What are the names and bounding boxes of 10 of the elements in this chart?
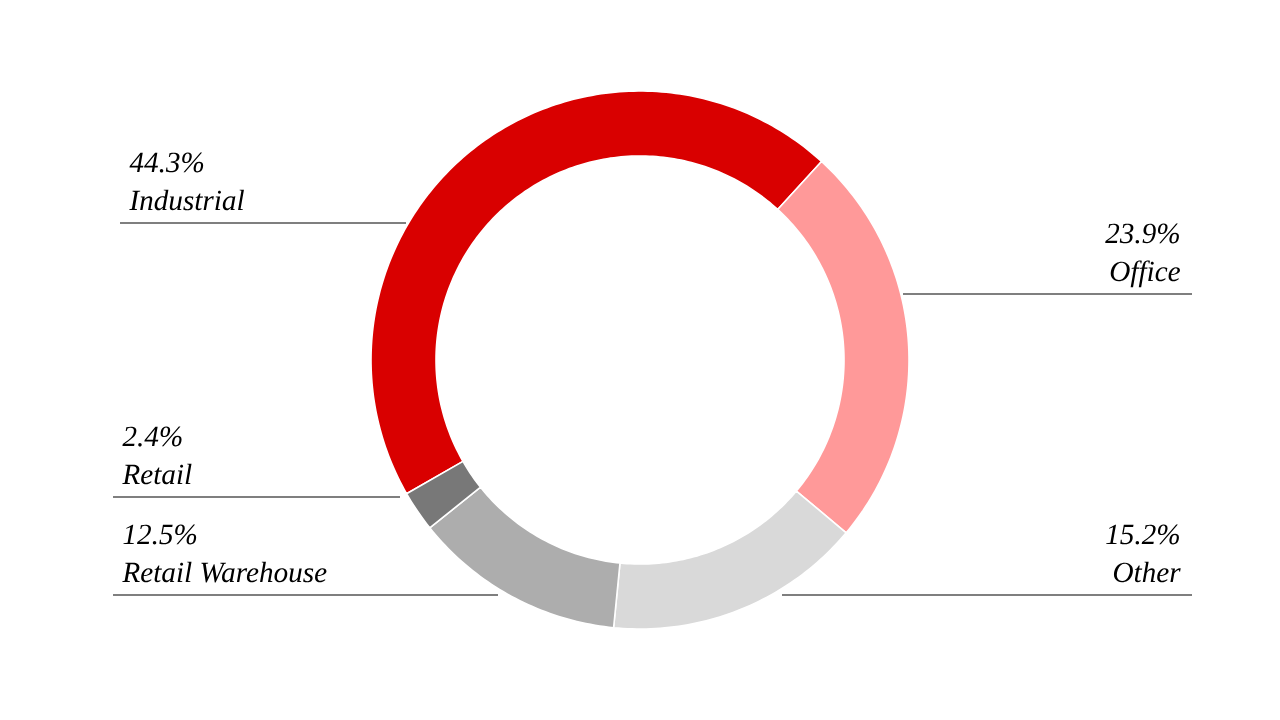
data-label: 44.3% — [129, 152, 204, 173]
slice-label: Retail Warehouse — [122, 561, 327, 583]
slice-label: Retail — [122, 463, 192, 485]
data-label: 15.2% — [1106, 524, 1179, 545]
slice-label: Office — [1110, 260, 1180, 288]
slice-label: Industrial — [129, 189, 244, 211]
data-label: 12.5% — [123, 524, 197, 545]
data-label: 23.9% — [1105, 223, 1179, 244]
slice-label: Other — [1113, 561, 1181, 583]
data-label: 2.4% — [122, 426, 182, 447]
